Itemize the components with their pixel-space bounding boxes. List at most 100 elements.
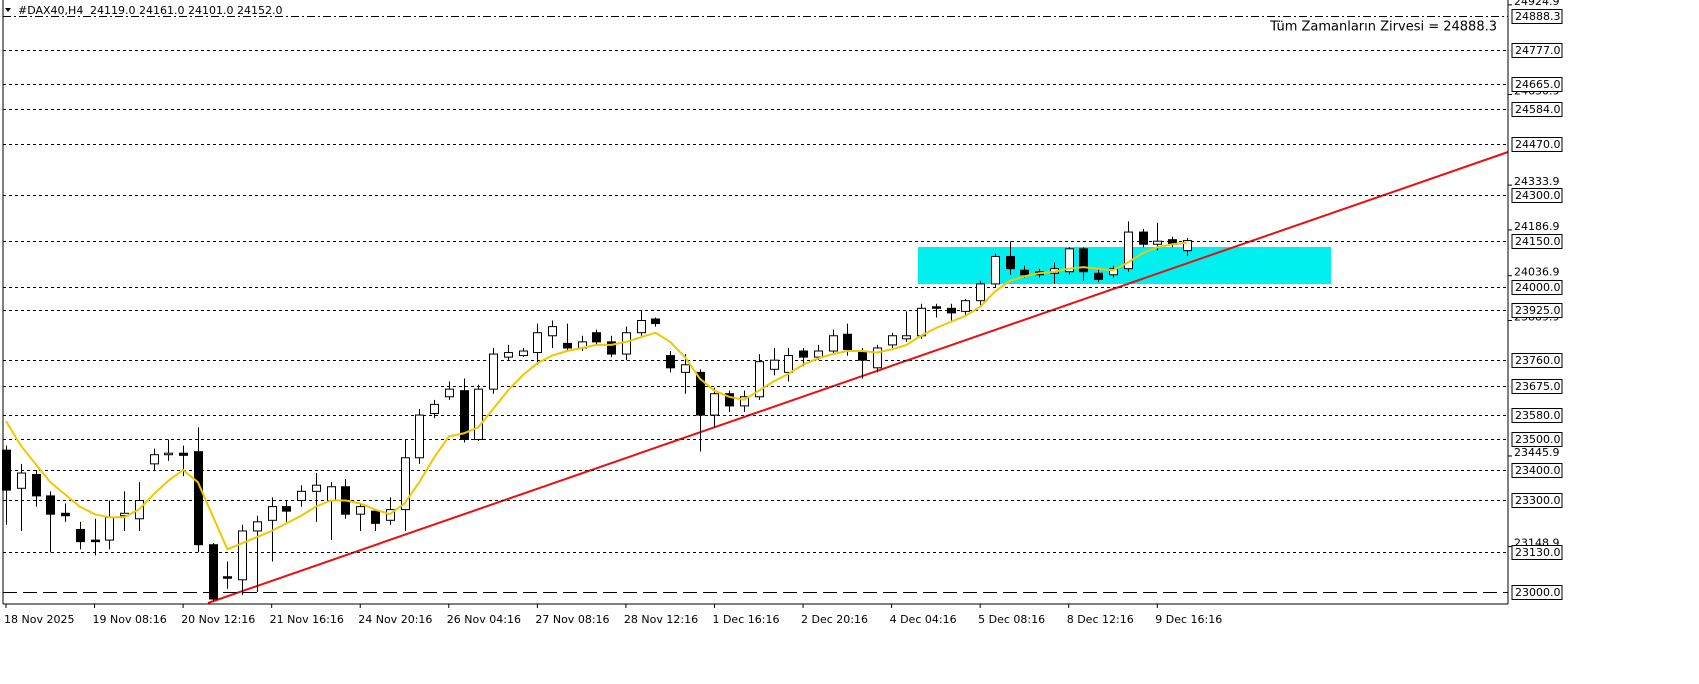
x-tick-label: 4 Dec 04:16 bbox=[890, 613, 957, 626]
candle-body bbox=[150, 454, 159, 465]
candle-body bbox=[105, 516, 114, 541]
candle-body bbox=[799, 350, 808, 358]
level-label-box bbox=[1511, 102, 1563, 117]
candle-body bbox=[607, 341, 616, 355]
menu-arrow[interactable] bbox=[5, 8, 11, 12]
candle-body bbox=[548, 326, 557, 337]
level-label-box bbox=[1511, 280, 1563, 295]
x-tick-label: 19 Nov 08:16 bbox=[93, 613, 167, 626]
candle-body bbox=[474, 388, 483, 440]
candle-body bbox=[637, 320, 646, 334]
candle-body bbox=[873, 347, 882, 369]
level-label: 23580.0 bbox=[1515, 409, 1561, 422]
candle-body bbox=[386, 509, 395, 521]
level-label-box bbox=[1511, 303, 1563, 318]
candle-body bbox=[460, 390, 469, 440]
ohlc: 24119.0 24161.0 24101.0 24152.0 bbox=[90, 4, 282, 17]
candle-body bbox=[947, 307, 956, 314]
candle-body bbox=[563, 342, 572, 349]
level-label-box bbox=[1511, 353, 1563, 368]
candle-body bbox=[164, 452, 173, 456]
candle-body bbox=[223, 576, 232, 579]
level-label: 23300.0 bbox=[1515, 494, 1561, 507]
level-label-box bbox=[1511, 493, 1563, 508]
candle-body bbox=[415, 414, 424, 459]
candle-body bbox=[327, 486, 336, 501]
level-label: 24000.0 bbox=[1515, 281, 1561, 294]
candle-body bbox=[194, 451, 203, 546]
level-label-box bbox=[1511, 379, 1563, 394]
candle-body bbox=[238, 530, 247, 581]
x-tick-label: 20 Nov 12:16 bbox=[181, 613, 255, 626]
level-label: 24150.0 bbox=[1515, 235, 1561, 248]
candle-body bbox=[1109, 268, 1118, 276]
level-label-box bbox=[1511, 585, 1563, 600]
candle-body bbox=[1079, 248, 1088, 273]
x-tick-label: 5 Dec 08:16 bbox=[978, 613, 1045, 626]
candle-body bbox=[961, 300, 970, 312]
x-tick-label: 27 Nov 08:16 bbox=[535, 613, 609, 626]
candle-body bbox=[312, 484, 321, 492]
candle-body bbox=[1153, 240, 1162, 245]
candle-body bbox=[814, 350, 823, 358]
candle-body bbox=[356, 506, 365, 515]
x-tick-label: 21 Nov 16:16 bbox=[270, 613, 344, 626]
annotation: Tüm Zamanların Zirvesi = 24888.3 bbox=[1269, 20, 1497, 35]
candle-body bbox=[1006, 255, 1015, 270]
level-label: 23400.0 bbox=[1515, 464, 1561, 477]
level-label-box bbox=[1511, 43, 1563, 58]
candle-body bbox=[976, 283, 985, 302]
candle-body bbox=[430, 403, 439, 415]
y-tick-label: 24036.9 bbox=[1514, 266, 1560, 279]
candle-body bbox=[858, 350, 867, 361]
candle-body bbox=[2, 449, 11, 491]
candle-body bbox=[282, 506, 291, 512]
x-tick-label: 26 Nov 04:16 bbox=[447, 613, 521, 626]
level-label-box bbox=[1511, 77, 1563, 92]
candle-body bbox=[445, 388, 454, 398]
level-label: 23925.0 bbox=[1515, 304, 1561, 317]
x-tick-label: 24 Nov 20:16 bbox=[358, 613, 432, 626]
trend-line bbox=[207, 151, 1509, 604]
candle-body bbox=[622, 332, 631, 355]
level-label-box bbox=[1511, 234, 1563, 249]
level-label-box bbox=[1511, 432, 1563, 447]
candle-body bbox=[1020, 269, 1029, 276]
level-label: 24470.0 bbox=[1515, 138, 1561, 151]
moving-average bbox=[5, 241, 1187, 551]
level-label-box bbox=[1511, 137, 1563, 152]
candle-body bbox=[253, 521, 262, 532]
candle-body bbox=[902, 335, 911, 340]
candle-body bbox=[61, 512, 70, 517]
candle-body bbox=[1183, 240, 1192, 252]
candle-body bbox=[91, 539, 100, 543]
candle-body bbox=[533, 332, 542, 354]
candle-body bbox=[401, 457, 410, 511]
candle-body bbox=[740, 396, 749, 407]
candle-body bbox=[1124, 231, 1133, 270]
candle-body bbox=[46, 495, 55, 515]
candle-body bbox=[17, 472, 26, 489]
candle-body bbox=[696, 371, 705, 416]
candles bbox=[2, 221, 1192, 602]
candle-body bbox=[76, 528, 85, 543]
x-tick-label: 28 Nov 12:16 bbox=[624, 613, 698, 626]
x-tick-label: 9 Dec 16:16 bbox=[1155, 613, 1222, 626]
candle-body bbox=[681, 364, 690, 373]
candle-body bbox=[710, 393, 719, 416]
candle-body bbox=[770, 359, 779, 370]
candle-body bbox=[1139, 231, 1148, 245]
candle-body bbox=[504, 352, 513, 358]
level-label: 24300.0 bbox=[1515, 189, 1561, 202]
level-label: 23760.0 bbox=[1515, 354, 1561, 367]
candle-body bbox=[829, 335, 838, 352]
level-label: 24888.3 bbox=[1515, 10, 1561, 23]
candle-body bbox=[519, 350, 528, 357]
level-label-box bbox=[1511, 408, 1563, 423]
x-tick-label: 8 Dec 12:16 bbox=[1067, 613, 1134, 626]
level-label: 23130.0 bbox=[1515, 546, 1561, 559]
level-label: 24777.0 bbox=[1515, 44, 1561, 57]
level-label: 23500.0 bbox=[1515, 433, 1561, 446]
candle-body bbox=[371, 510, 380, 524]
